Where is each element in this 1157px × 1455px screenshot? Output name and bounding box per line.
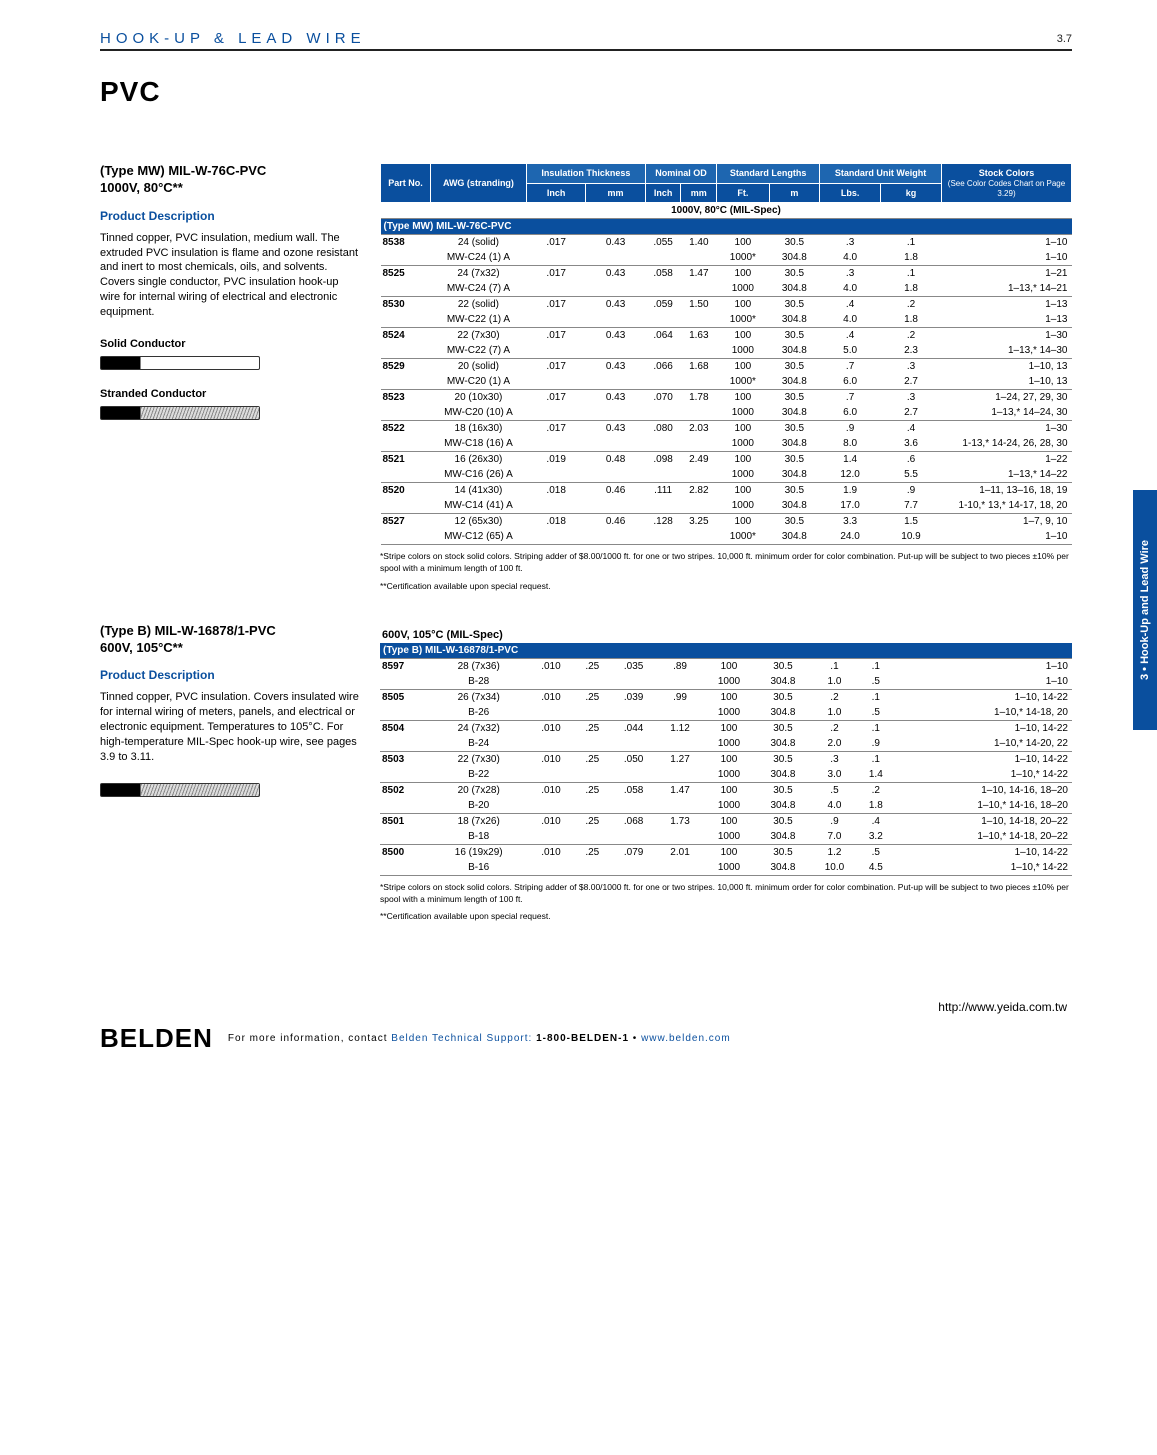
page-footer: BELDEN For more information, contact Bel… xyxy=(100,1023,1072,1054)
spec-table-1: Part No. AWG (stranding) Insulation Thic… xyxy=(380,163,1072,545)
th-nomod: Nominal OD xyxy=(645,164,716,184)
section1-title: (Type MW) MIL-W-76C-PVC 1000V, 80°C** xyxy=(100,163,360,197)
table-row: MW-C16 (26) A1000304.812.05.51–13,* 14–2… xyxy=(381,467,1072,483)
header-title: HOOK-UP & LEAD WIRE xyxy=(100,30,366,47)
table-row: MW-C24 (7) A1000304.84.01.81–13,* 14–21 xyxy=(381,281,1072,297)
page-header: HOOK-UP & LEAD WIRE 3.7 xyxy=(100,30,1072,51)
table-row: 853022 (solid).0170.43.0591.5010030.5.4.… xyxy=(381,297,1072,313)
table-row: MW-C20 (1) A1000*304.86.02.71–10, 13 xyxy=(381,374,1072,390)
table-row: 859728 (7x36).010.25.035.8910030.5.1.11–… xyxy=(380,658,1072,674)
table-row: 850322 (7x30).010.25.0501.2710030.5.3.11… xyxy=(380,751,1072,767)
table-row: 852218 (16x30).0170.43.0802.0310030.5.9.… xyxy=(381,421,1072,437)
th-stdlen: Standard Lengths xyxy=(717,164,820,184)
th-awg: AWG (stranding) xyxy=(430,164,526,203)
th-stdwt: Standard Unit Weight xyxy=(820,164,942,184)
table-row: 852920 (solid).0170.43.0661.6810030.5.7.… xyxy=(381,359,1072,375)
th-insul: Insulation Thickness xyxy=(526,164,645,184)
table-row: 852116 (26x30).0190.48.0982.4910030.51.4… xyxy=(381,452,1072,468)
table-row: B-201000304.84.01.81–10,* 14-16, 18–20 xyxy=(380,798,1072,814)
table-row: MW-C12 (65) A1000*304.824.010.91–10 xyxy=(381,529,1072,545)
table1-note2: **Certification available upon special r… xyxy=(380,581,1072,593)
table-row: B-241000304.82.0.91–10,* 14-20, 22 xyxy=(380,736,1072,752)
table-row: B-221000304.83.01.41–10,* 14-22 xyxy=(380,767,1072,783)
footer-text: For more information, contact Belden Tec… xyxy=(228,1033,731,1044)
section1-subhead: Product Description xyxy=(100,209,360,223)
page-number: 3.7 xyxy=(1057,33,1072,45)
table-row: B-181000304.87.03.21–10,* 14-18, 20–22 xyxy=(380,829,1072,845)
table-row: B-261000304.81.0.51–10,* 14-18, 20 xyxy=(380,705,1072,721)
table-row: MW-C20 (10) A1000304.86.02.71–13,* 14–24… xyxy=(381,405,1072,421)
solid-wire-icon xyxy=(100,356,260,370)
section2-body: Tinned copper, PVC insulation. Covers in… xyxy=(100,690,360,764)
table-row: 850526 (7x34).010.25.039.9910030.5.2.11–… xyxy=(380,689,1072,705)
table-row: 853824 (solid).0170.43.0551.4010030.5.3.… xyxy=(381,235,1072,251)
table-row: 852712 (65x30).0180.46.1283.2510030.53.3… xyxy=(381,514,1072,530)
table-row: MW-C18 (16) A1000304.88.03.61-13,* 14-24… xyxy=(381,436,1072,452)
table2-section-head: (Type B) MIL-W-16878/1-PVC xyxy=(380,643,1072,659)
table-row: 852320 (10x30).0170.43.0701.7810030.5.7.… xyxy=(381,390,1072,406)
table-row: 852524 (7x32).0170.43.0581.4710030.5.3.1… xyxy=(381,266,1072,282)
table-row: MW-C24 (1) A1000*304.84.01.81–10 xyxy=(381,250,1072,266)
th-stock: Stock Colors(See Color Codes Chart on Pa… xyxy=(942,164,1072,203)
table-row: 852014 (41x30).0180.46.1112.8210030.51.9… xyxy=(381,483,1072,499)
stranded-wire-icon-2 xyxy=(100,783,260,797)
table-row: MW-C14 (41) A1000304.817.07.71-10,* 13,*… xyxy=(381,498,1072,514)
table-row: 850424 (7x32).010.25.0441.1210030.5.2.11… xyxy=(380,720,1072,736)
table-row: 850016 (19x29).010.25.0792.0110030.51.2.… xyxy=(380,844,1072,860)
section1-body: Tinned copper, PVC insulation, medium wa… xyxy=(100,231,360,320)
section2-title: (Type B) MIL-W-16878/1-PVC 600V, 105°C** xyxy=(100,623,360,657)
side-tab: 3 • Hook-Up and Lead Wire xyxy=(1133,490,1157,730)
solid-conductor-label: Solid Conductor xyxy=(100,338,360,350)
table1-section-head: (Type MW) MIL-W-76C-PVC xyxy=(381,219,1072,235)
stranded-conductor-label: Stranded Conductor xyxy=(100,388,360,400)
table-row: 850220 (7x28).010.25.0581.4710030.5.5.21… xyxy=(380,782,1072,798)
table-row: 850118 (7x26).010.25.0681.7310030.5.9.41… xyxy=(380,813,1072,829)
table-row: B-161000304.810.04.51–10,* 14-22 xyxy=(380,860,1072,876)
th-part-no: Part No. xyxy=(381,164,431,203)
table-row: 852422 (7x30).0170.43.0641.6310030.5.4.2… xyxy=(381,328,1072,344)
table2-spec-head: 600V, 105°C (MIL-Spec) xyxy=(380,623,1072,643)
table2-note1: *Stripe colors on stock solid colors. St… xyxy=(380,882,1072,906)
belden-logo: BELDEN xyxy=(100,1023,213,1054)
section2-subhead: Product Description xyxy=(100,668,360,682)
spec-table-2: (Type B) MIL-W-16878/1-PVC 859728 (7x36)… xyxy=(380,643,1072,876)
table-row: MW-C22 (1) A1000*304.84.01.81–13 xyxy=(381,312,1072,328)
url-text: http://www.yeida.com.tw xyxy=(938,1000,1067,1014)
table-row: MW-C22 (7) A1000304.85.02.31–13,* 14–30 xyxy=(381,343,1072,359)
table1-note1: *Stripe colors on stock solid colors. St… xyxy=(380,551,1072,575)
pvc-heading: PVC xyxy=(100,76,1072,108)
table1-spec-head: 1000V, 80°C (MIL-Spec) xyxy=(381,203,1072,219)
table2-note2: **Certification available upon special r… xyxy=(380,911,1072,923)
table-row: B-281000304.81.0.51–10 xyxy=(380,674,1072,690)
stranded-wire-icon xyxy=(100,406,260,420)
